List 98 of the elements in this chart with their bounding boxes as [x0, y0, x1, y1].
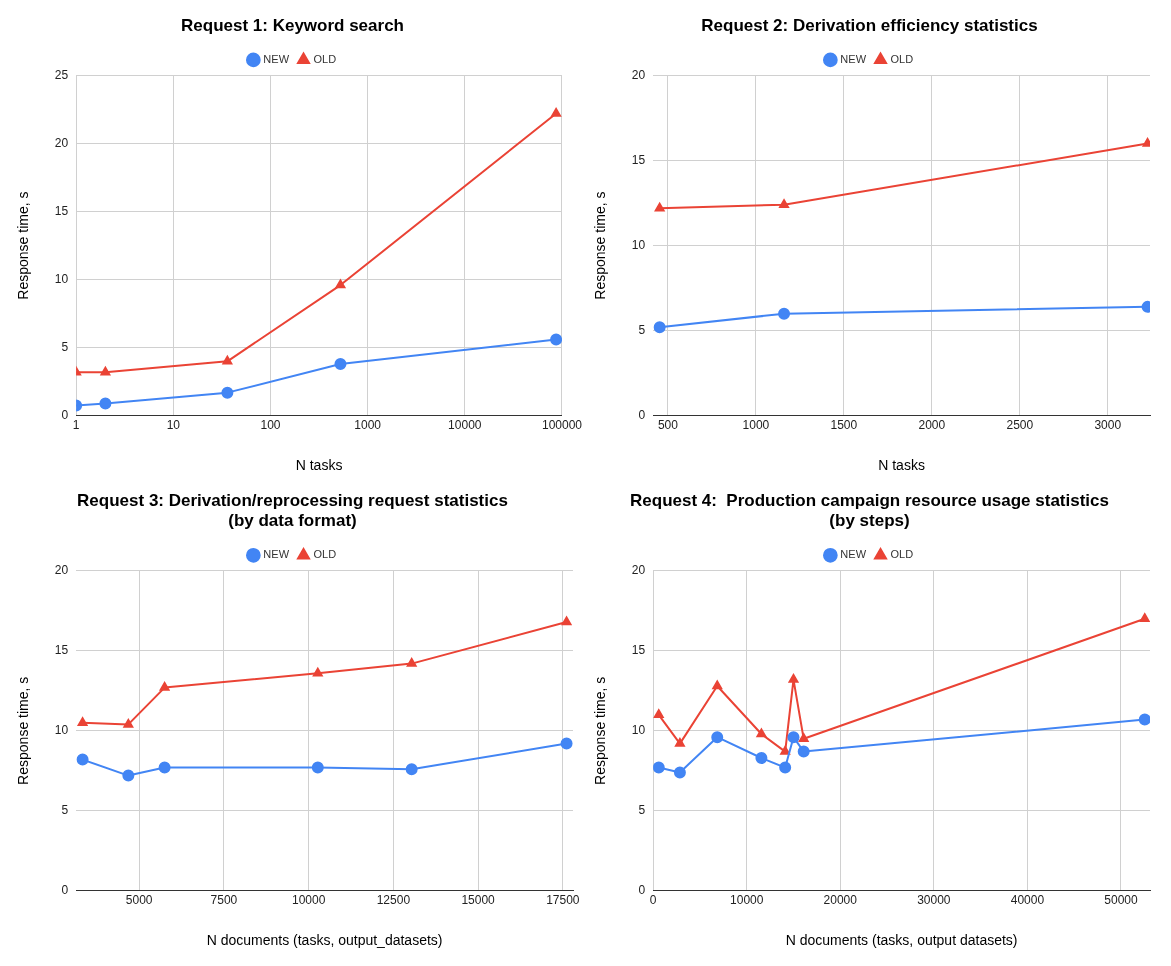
- y-axis-title: Response time, s: [592, 676, 609, 785]
- y-axis-title: Response time, s: [592, 191, 609, 300]
- point: [406, 658, 417, 667]
- y-tick-label: 10: [631, 237, 646, 252]
- x-tick-label: 20000: [823, 893, 858, 908]
- point: [311, 761, 324, 774]
- chart-title: Request 3: Derivation/reprocessing request statistics (by data format): [77, 490, 508, 531]
- x-tick-label: 1000: [742, 418, 770, 433]
- x-tick-label: 0: [649, 893, 657, 908]
- legend-label: OLD: [313, 548, 337, 561]
- y-tick-label: 15: [54, 643, 69, 658]
- legend-label: OLD: [890, 52, 914, 65]
- x-tick-label: 10000: [448, 418, 482, 433]
- point: [122, 769, 135, 782]
- x-axis-title: N tasks: [878, 457, 925, 474]
- point: [159, 682, 170, 691]
- y-tick-label: 10: [54, 723, 69, 738]
- x-tick-label: 30000: [917, 893, 951, 908]
- point: [779, 761, 792, 774]
- y-axis-title: Response time, s: [15, 676, 32, 785]
- x-tick-label: 2000: [918, 418, 946, 433]
- x-tick-label: 1: [72, 418, 80, 433]
- y-tick-label: 0: [638, 883, 646, 898]
- point: [312, 667, 323, 677]
- chart-title: Request 1: Keyword search: [181, 15, 404, 35]
- y-tick-label: 10: [54, 271, 69, 286]
- point: [158, 761, 171, 774]
- y-tick-label: 20: [631, 67, 646, 82]
- x-tick-label: 50000: [1104, 893, 1138, 908]
- point: [123, 718, 134, 728]
- point: [1142, 137, 1150, 147]
- legend-label: NEW: [263, 548, 290, 561]
- y-tick-label: 25: [54, 67, 69, 82]
- point: [653, 761, 665, 774]
- legend-label: NEW: [263, 52, 290, 65]
- x-tick-label: 7500: [210, 893, 238, 908]
- x-tick-label: 1500: [830, 418, 858, 433]
- x-tick-label: 10: [166, 418, 181, 433]
- point: [798, 733, 809, 743]
- legend-label: NEW: [840, 52, 867, 65]
- x-tick-label: 10000: [730, 893, 764, 908]
- x-tick-label: 40000: [1010, 893, 1045, 908]
- point: [1139, 613, 1150, 623]
- y-tick-label: 15: [631, 152, 646, 167]
- x-tick-label: 500: [657, 418, 679, 433]
- point: [675, 738, 685, 747]
- point: [779, 199, 789, 208]
- legend-label: NEW: [840, 548, 867, 561]
- y-tick-label: 5: [61, 340, 69, 355]
- y-tick-label: 5: [638, 323, 646, 338]
- x-tick-label: 100000: [541, 418, 583, 433]
- point: [778, 307, 791, 320]
- y-tick-label: 0: [61, 408, 69, 423]
- x-tick-label: 15000: [461, 893, 496, 908]
- x-tick-label: 3000: [1094, 418, 1122, 433]
- point: [1138, 713, 1150, 726]
- point: [77, 717, 88, 727]
- chart-title: Request 2: Derivation efficiency statistics: [701, 15, 1038, 35]
- x-axis-title: N documents (tasks, output datasets): [785, 932, 1018, 949]
- y-tick-label: 5: [61, 803, 69, 818]
- x-axis-title: N documents (tasks, output_datasets): [206, 932, 443, 949]
- x-tick-label: 10000: [291, 893, 326, 908]
- y-axis-title: Response time, s: [15, 191, 32, 300]
- point: [756, 728, 767, 738]
- y-tick-label: 0: [638, 408, 646, 423]
- point: [560, 737, 573, 750]
- point: [653, 321, 666, 334]
- legend-label: OLD: [890, 548, 914, 561]
- y-tick-label: 0: [61, 883, 69, 898]
- point: [797, 745, 810, 758]
- point: [76, 753, 89, 766]
- x-tick-label: 2500: [1006, 418, 1034, 433]
- y-tick-label: 15: [631, 643, 646, 658]
- x-tick-label: 5000: [125, 893, 153, 908]
- y-tick-label: 20: [54, 563, 69, 578]
- point: [711, 731, 724, 744]
- y-tick-label: 20: [54, 135, 69, 150]
- x-tick-label: 17500: [546, 893, 580, 908]
- legend-label: OLD: [313, 52, 337, 65]
- x-tick-label: 1000: [354, 418, 382, 433]
- point: [654, 202, 665, 212]
- point: [561, 616, 572, 626]
- point: [653, 709, 664, 719]
- x-axis-title: N tasks: [295, 457, 343, 474]
- point: [788, 674, 799, 683]
- point: [780, 746, 791, 755]
- y-tick-label: 15: [54, 203, 69, 218]
- y-tick-label: 5: [638, 803, 646, 818]
- point: [755, 752, 768, 764]
- x-tick-label: 12500: [376, 893, 411, 908]
- chart-title: Request 4: Production campaign resource usage statistics (by steps): [630, 490, 1109, 531]
- x-tick-label: 100: [260, 418, 281, 433]
- y-tick-label: 10: [631, 723, 646, 738]
- point: [787, 731, 800, 744]
- point: [405, 763, 418, 776]
- y-tick-label: 20: [631, 563, 646, 578]
- point: [712, 680, 723, 690]
- point: [673, 766, 686, 779]
